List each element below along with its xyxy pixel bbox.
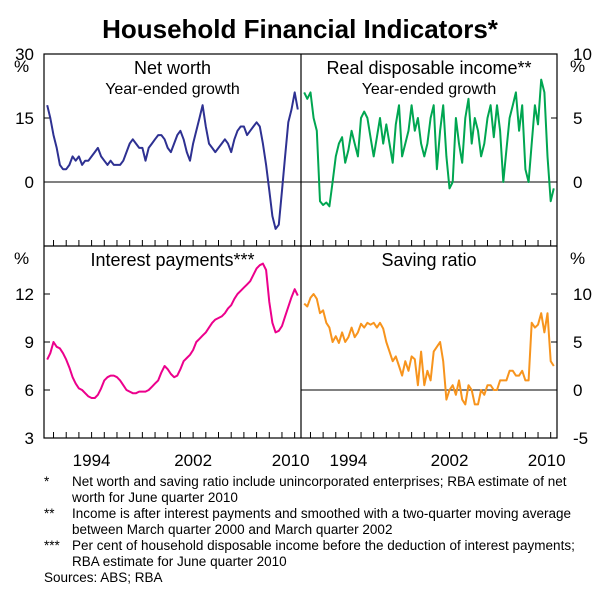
x-axis-label: 2002: [431, 451, 469, 470]
y-tick-label: 5: [573, 109, 582, 128]
series-line: [303, 293, 555, 406]
unit-label: %: [570, 57, 585, 76]
footnote: *** Per cent of household disposable inc…: [44, 538, 584, 570]
unit-label: %: [14, 249, 29, 268]
x-axis-label: 2010: [272, 451, 310, 470]
series-line: [46, 262, 299, 399]
panel-1: [301, 53, 557, 246]
panel-0: [44, 53, 301, 246]
panel-title: Interest payments***: [90, 250, 254, 270]
footnote-text: Income is after interest payments and sm…: [72, 506, 571, 537]
y-tick-label: 5: [573, 333, 582, 352]
y-tick-label: 0: [573, 381, 582, 400]
panel-title: Net worth: [134, 58, 211, 78]
footnote-marker: *: [44, 474, 50, 489]
y-tick-label: 30: [15, 45, 34, 64]
x-axis-label: 2002: [174, 451, 212, 470]
y-tick-label: 10: [573, 285, 592, 304]
footnote-text: Per cent of household disposable income …: [72, 538, 575, 569]
series-line: [303, 78, 555, 208]
chart-title: Household Financial Indicators*: [102, 14, 498, 44]
y-tick-label: 10: [573, 45, 592, 64]
footnote-marker: ***: [44, 538, 60, 553]
y-tick-label: 12: [15, 285, 34, 304]
y-tick-label: 0: [573, 173, 582, 192]
y-tick-label: 15: [15, 109, 34, 128]
x-axis-label: 1994: [329, 451, 367, 470]
sources: Sources: ABS; RBA: [44, 570, 163, 585]
footnote: ** Income is after interest payments and…: [44, 506, 584, 538]
panel-3: [301, 293, 557, 439]
unit-label: %: [570, 249, 585, 268]
panel-title: Saving ratio: [381, 250, 476, 270]
y-tick-label: 6: [25, 381, 34, 400]
y-tick-label: 0: [25, 173, 34, 192]
unit-label: %: [14, 57, 29, 76]
footnotes: * Net worth and saving ratio include uni…: [44, 474, 584, 586]
y-tick-label: -5: [573, 429, 588, 448]
panel-title: Real disposable income**: [326, 58, 531, 78]
footnote-text: Net worth and saving ratio include uninc…: [72, 474, 567, 505]
panel-subtitle: Year-ended growth: [362, 81, 497, 98]
footnote: * Net worth and saving ratio include uni…: [44, 474, 584, 506]
x-axis-label: 2010: [528, 451, 566, 470]
y-tick-label: 9: [25, 333, 34, 352]
series-line: [46, 91, 299, 230]
x-axis-label: 1994: [73, 451, 111, 470]
panel-subtitle: Year-ended growth: [105, 81, 240, 98]
y-tick-label: 3: [25, 429, 34, 448]
footnote-marker: **: [44, 506, 55, 521]
panel-2: [44, 262, 299, 439]
